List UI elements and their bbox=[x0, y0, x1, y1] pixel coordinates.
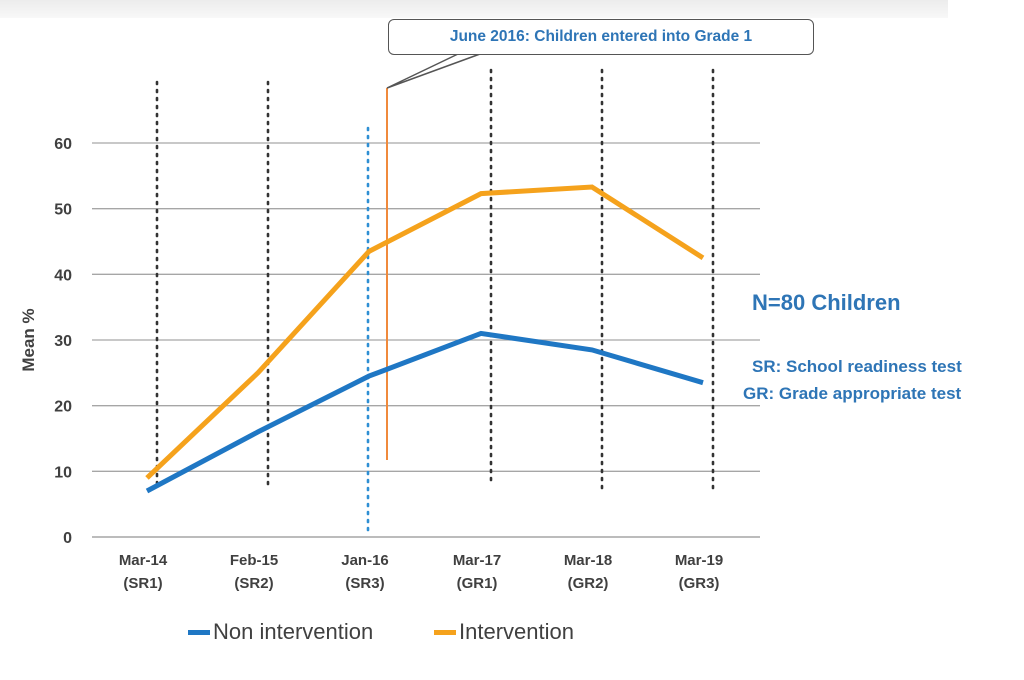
y-tick-label-60: 60 bbox=[54, 136, 72, 153]
tick-labels: 0 10 20 30 40 50 60 Mean % Mar-14 (SR1) Feb-15 (SR2… bbox=[19, 136, 723, 592]
legend-swatch-intervention bbox=[434, 629, 456, 635]
x-tick-label-4: Mar-18 bbox=[564, 552, 612, 569]
x-tick-label-3: Mar-17 bbox=[453, 552, 501, 569]
grade1-marker bbox=[386, 53, 481, 460]
series-line-0 bbox=[145, 330, 704, 494]
callout-pointer bbox=[386, 53, 481, 89]
x-tick-label-1: Feb-15 bbox=[230, 552, 278, 569]
x-tick-sublabel-5: (GR3) bbox=[679, 575, 720, 592]
x-tick-label-0: Mar-14 bbox=[119, 552, 168, 569]
grid-lines bbox=[92, 142, 760, 472]
legend-label-intervention: Intervention bbox=[459, 619, 574, 644]
x-tick-label-5: Mar-19 bbox=[675, 552, 723, 569]
legend-item-intervention: Intervention bbox=[434, 618, 574, 646]
gr-legend-note: GR: Grade appropriate test bbox=[743, 384, 962, 403]
series-lines bbox=[145, 184, 705, 494]
y-tick-label-30: 30 bbox=[54, 333, 72, 350]
x-tick-sublabel-3: (GR1) bbox=[457, 575, 498, 592]
x-tick-sublabel-0: (SR1) bbox=[123, 575, 162, 592]
grade1-callout: June 2016: Children entered into Grade 1 bbox=[388, 19, 814, 55]
x-tick-sublabel-4: (GR2) bbox=[568, 575, 609, 592]
sample-size-note: N=80 Children bbox=[752, 290, 901, 315]
y-tick-label-10: 10 bbox=[54, 464, 72, 481]
legend-item-non-intervention: Non intervention bbox=[188, 618, 373, 646]
y-tick-label-0: 0 bbox=[63, 530, 72, 547]
x-tick-label-2: Jan-16 bbox=[341, 552, 389, 569]
y-axis-title: Mean % bbox=[19, 308, 38, 371]
x-tick-sublabel-1: (SR2) bbox=[234, 575, 273, 592]
x-tick-sublabel-2: (SR3) bbox=[345, 575, 384, 592]
y-tick-label-40: 40 bbox=[54, 267, 72, 284]
y-tick-label-50: 50 bbox=[54, 202, 72, 219]
sr-legend-note: SR: School readiness test bbox=[752, 357, 962, 376]
series-line-1 bbox=[145, 184, 705, 480]
y-tick-label-20: 20 bbox=[54, 399, 72, 416]
category-guides bbox=[155, 68, 715, 534]
legend-swatch-non-intervention bbox=[188, 629, 210, 635]
top-strip bbox=[0, 0, 948, 18]
legend-label-non-intervention: Non intervention bbox=[213, 619, 374, 644]
